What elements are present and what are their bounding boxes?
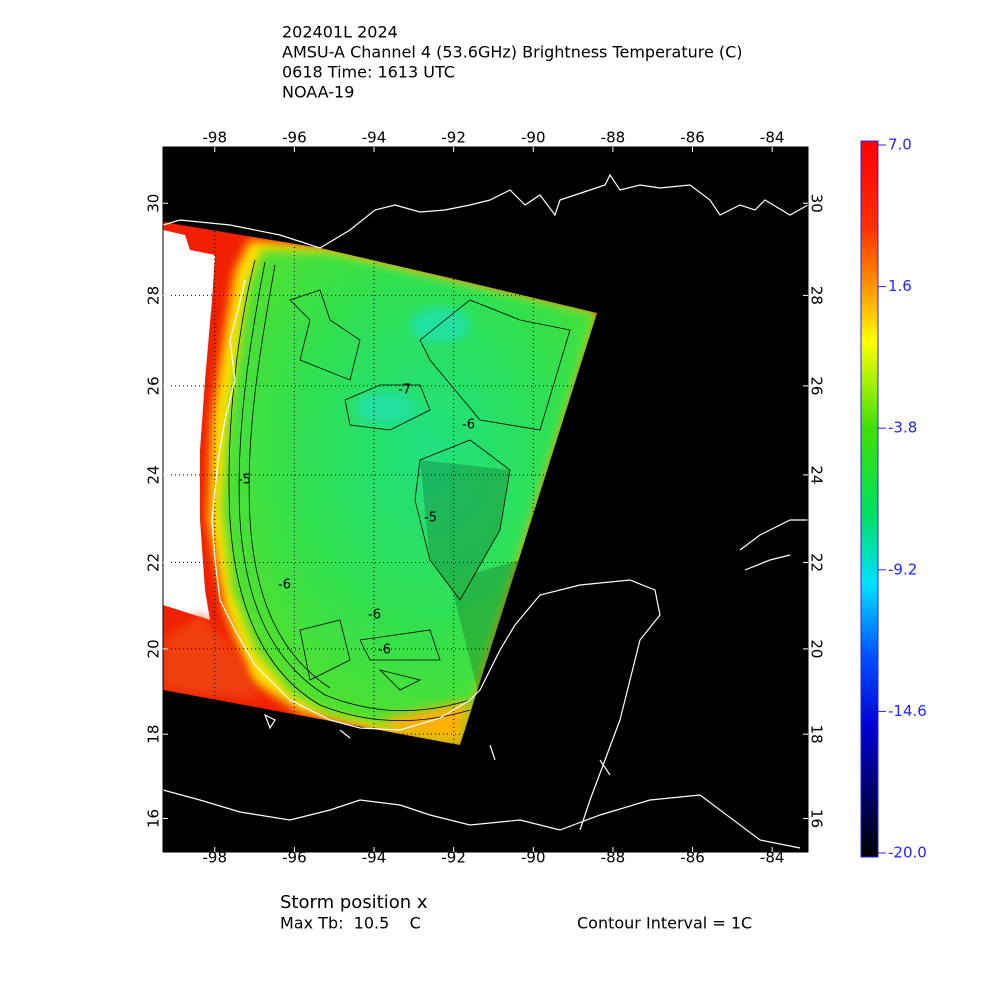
storm-position: Storm position x <box>280 892 428 913</box>
grid <box>163 222 597 745</box>
y-tick-label: 24 <box>808 465 826 484</box>
x-tick-label: -96 <box>282 849 307 867</box>
coastlines <box>163 173 808 849</box>
y-tick-label: 26 <box>145 376 163 395</box>
colorbar-tick-label: -14.6 <box>888 702 927 720</box>
x-tick-label: -92 <box>441 849 466 867</box>
x-tick-label: -86 <box>680 129 705 147</box>
x-tick-label: -90 <box>521 849 546 867</box>
x-tick-label: -96 <box>282 129 307 147</box>
x-tick-label: -90 <box>521 129 546 147</box>
contour-label: -6 <box>368 608 381 623</box>
y-tick-label: 30 <box>145 194 163 213</box>
x-tick-label: -92 <box>441 129 466 147</box>
colorbar-tick-label: 1.6 <box>888 277 912 295</box>
contour-label: -6 <box>378 643 391 658</box>
colorbar-tick-label: -3.8 <box>888 419 917 437</box>
title-line: 202401L 2024 <box>282 23 398 42</box>
title-line: 0618 Time: 1613 UTC <box>282 63 455 82</box>
contour-label: -5 <box>238 473 251 488</box>
x-tick-label: -88 <box>601 849 626 867</box>
footer: Storm position x Max Tb: 10.5 C Contour … <box>280 892 752 933</box>
x-tick-label: -98 <box>203 129 228 147</box>
y-tick-label: 16 <box>808 809 826 828</box>
colorbar-tick-label: -9.2 <box>888 560 917 578</box>
contour-label: -5 <box>424 511 437 526</box>
y-tick-label: 26 <box>808 376 826 395</box>
x-tick-label: -94 <box>362 129 387 147</box>
y-tick-label: 20 <box>145 639 163 658</box>
y-tick-label: 28 <box>808 286 826 305</box>
colorbar-tick-label: -20.0 <box>888 844 927 862</box>
x-tick-label: -98 <box>203 849 228 867</box>
x-tick-label: -88 <box>601 129 626 147</box>
y-tick-label: 30 <box>808 194 826 213</box>
x-tick-label: -84 <box>760 849 785 867</box>
contour-labels: -7 -6 -5 -5 -6 -6 -6 <box>238 383 475 658</box>
y-tick-label: 16 <box>145 809 163 828</box>
y-tick-label: 28 <box>145 286 163 305</box>
title-line: NOAA-19 <box>282 83 354 102</box>
y-tick-label: 18 <box>145 725 163 744</box>
y-tick-label: 22 <box>808 553 826 572</box>
y-tick-label: 24 <box>145 465 163 484</box>
swath <box>163 222 597 745</box>
y-tick-label: 22 <box>145 553 163 572</box>
map-frame <box>162 146 809 853</box>
max-tb: Max Tb: 10.5 C <box>280 914 421 933</box>
contour-label: -6 <box>278 578 291 593</box>
x-tick-label: -94 <box>362 849 387 867</box>
colorbar: 7.0 1.6 -3.8 -9.2 -14.6 -20.0 <box>860 136 927 862</box>
title-line: AMSU-A Channel 4 (53.6GHz) Brightness Te… <box>282 43 743 62</box>
colorbar-scale <box>860 140 879 858</box>
axes: -98 -98 -96 -96 -94 -94 -92 -92 -90 -90 -88 -88 -86 -… <box>145 129 826 867</box>
contour-interval: Contour Interval = 1C <box>577 914 752 933</box>
contour-label: -6 <box>462 418 475 433</box>
header: 202401L 2024 AMSU-A Channel 4 (53.6GHz) … <box>282 23 743 102</box>
x-tick-label: -86 <box>680 849 705 867</box>
y-tick-label: 20 <box>808 639 826 658</box>
y-tick-label: 18 <box>808 725 826 744</box>
x-tick-label: -84 <box>760 129 785 147</box>
colorbar-tick-label: 7.0 <box>888 136 912 154</box>
contour-label: -7 <box>398 383 411 398</box>
